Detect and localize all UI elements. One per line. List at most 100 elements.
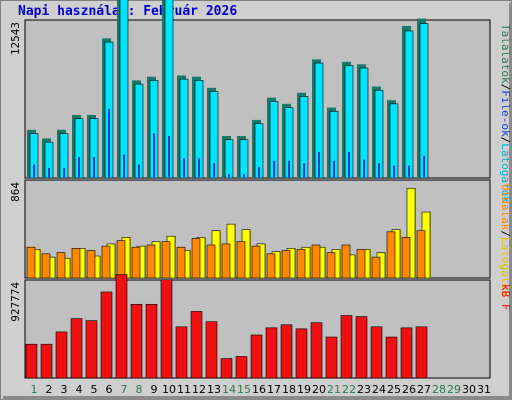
pages-bar [131, 246, 141, 279]
kbf-bar [145, 303, 158, 379]
files-bar [228, 174, 230, 178]
visitors-bar [239, 139, 249, 179]
kbf-bar [220, 358, 233, 379]
files-bar [288, 160, 290, 178]
files-bar [183, 158, 185, 178]
frame-shadow-right [509, 3, 512, 400]
legend-bottom: kB F [499, 284, 512, 311]
kbf-bar [370, 326, 383, 379]
kbf-bar [265, 327, 278, 379]
legend-entry: Találatok [499, 24, 512, 84]
pages-bar [371, 256, 381, 279]
kbf-bar [115, 274, 128, 379]
files-bar [303, 163, 305, 178]
legend-entry: / [499, 137, 512, 144]
visitors-bar [134, 83, 144, 179]
pages-bar [161, 241, 171, 279]
legend-entry: Látogatók [499, 237, 512, 297]
kbf-bar [250, 334, 263, 379]
visitors-bar [404, 30, 414, 179]
visitors-bar [119, 0, 129, 179]
files-bar [153, 133, 155, 178]
day-label: 23 [357, 383, 371, 396]
pages-bar [86, 250, 96, 279]
visitors-bar [224, 139, 234, 179]
pages-bar [296, 249, 306, 279]
pages-bar [401, 237, 411, 279]
day-label: 26 [402, 383, 416, 396]
files-bar [63, 168, 65, 178]
files-bar [258, 166, 260, 178]
pages-bar [416, 230, 426, 279]
files-bar [243, 174, 245, 178]
files-bar [213, 163, 215, 178]
day-label: 22 [342, 383, 356, 396]
day-label: 16 [252, 383, 266, 396]
kbf-bar [385, 336, 398, 379]
kbf-bar [415, 326, 428, 379]
kbf-bar [100, 291, 113, 379]
pages-bar [41, 253, 51, 279]
kbf-bar [160, 279, 173, 379]
day-label: 15 [237, 383, 251, 396]
day-label: 12 [192, 383, 206, 396]
pages-bar [71, 248, 81, 279]
kbf-bar [205, 321, 218, 379]
pages-bar [101, 245, 111, 279]
kbf-bar [310, 322, 323, 379]
files-bar [408, 165, 410, 178]
day-label: 7 [121, 383, 128, 396]
files-bar [333, 160, 335, 178]
legend-entry: kB F [499, 284, 512, 311]
day-label: 10 [162, 383, 176, 396]
day-label: 20 [312, 383, 326, 396]
files-bar [138, 164, 140, 178]
day-label: 25 [387, 383, 401, 396]
day-label: 8 [136, 383, 143, 396]
legend-middle: Oldalak/Látogatók [499, 184, 512, 297]
kbf-bar [325, 336, 338, 379]
legend-entry: / [499, 230, 512, 237]
kbf-bar [130, 303, 143, 379]
files-bar [168, 135, 170, 178]
files-bar [378, 163, 380, 178]
legend-entry: File-ok [499, 90, 512, 137]
kbf-bar [70, 318, 83, 379]
files-bar [123, 154, 125, 178]
pages-bar [266, 253, 276, 279]
pages-bar [56, 252, 66, 279]
day-label: 19 [297, 383, 311, 396]
pages-bar [251, 245, 261, 279]
day-label: 5 [91, 383, 98, 396]
files-bar [363, 159, 365, 178]
files-bar [78, 156, 80, 178]
day-label: 18 [282, 383, 296, 396]
day-label: 9 [151, 383, 158, 396]
day-label: 13 [207, 383, 221, 396]
visitors-bar [419, 23, 429, 179]
kbf-bar [85, 320, 98, 379]
files-bar [108, 108, 110, 178]
visitors-bar [406, 187, 416, 279]
files-bar [48, 168, 50, 178]
day-label: 31 [477, 383, 491, 396]
kbf-bar [235, 356, 248, 379]
day-label: 11 [177, 383, 191, 396]
pages-bar [311, 244, 321, 279]
day-label: 14 [222, 383, 236, 396]
day-label: 3 [61, 383, 68, 396]
kbf-bar [295, 328, 308, 379]
kbf-bar [280, 324, 293, 379]
day-label: 21 [327, 383, 341, 396]
day-label: 17 [267, 383, 281, 396]
files-bar [93, 156, 95, 178]
pages-bar [116, 240, 126, 279]
panel-3-ymax-label: 927774 [9, 282, 22, 322]
files-bar [273, 160, 275, 178]
day-label: 2 [46, 383, 53, 396]
legend-entry: Látogatók [499, 143, 512, 203]
legend-top: Találatok/File-ok/Látogatók [499, 24, 512, 203]
legend-entry: Oldalak [499, 184, 512, 231]
pages-bar [341, 244, 351, 279]
